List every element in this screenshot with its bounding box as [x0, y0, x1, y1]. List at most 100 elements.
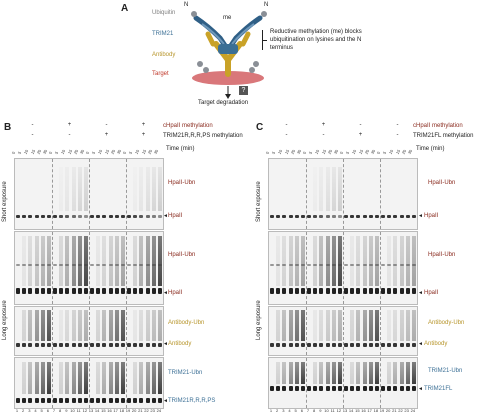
- c-trim21-band: [288, 386, 293, 391]
- c-antibody-band: [294, 343, 299, 347]
- c-antibody-band: [344, 343, 349, 347]
- b-lane: [151, 358, 157, 408]
- b-antibody-band: [40, 343, 45, 347]
- c-antibody-band: [313, 343, 318, 347]
- b-lane: [95, 232, 101, 304]
- panel-c-time-label: Time (min): [416, 146, 445, 152]
- c-lane: [362, 159, 368, 229]
- panel-b-antibody: Antibody: [168, 341, 192, 347]
- c-substrate-band: [331, 288, 336, 294]
- c-row1-sign: -: [359, 122, 362, 128]
- c-substrate-band: [368, 215, 373, 218]
- b-substrate-band: [108, 288, 113, 294]
- b-antibody-band: [114, 343, 119, 347]
- c-antibody-band: [307, 343, 312, 347]
- b-substrate-band: [151, 215, 156, 218]
- b-lane: [34, 232, 40, 304]
- c-trim21-band: [300, 386, 305, 391]
- b-ub-smear: [46, 362, 51, 394]
- c-substrate-band: [270, 215, 275, 218]
- c-trim21-band: [294, 386, 299, 391]
- b-ub-smear: [139, 362, 144, 394]
- panel-c-hpaii-ub-long: HpaII-Ubn: [428, 252, 456, 258]
- b-lane: [83, 232, 89, 304]
- c-lane: [405, 159, 411, 229]
- c-lane-number: 7: [306, 408, 310, 413]
- b-lane-separator: [126, 307, 127, 355]
- c-background-band: [356, 264, 361, 266]
- b-lane-separator: [89, 159, 90, 229]
- c-lane: [337, 159, 343, 229]
- c-time-tick: 0: [338, 150, 345, 155]
- b-lane-number: 11: [76, 408, 81, 413]
- c-substrate-band: [344, 215, 349, 218]
- b-ub-smear: [145, 167, 150, 211]
- c-trim21-band: [393, 386, 398, 391]
- b-lane-number: 12: [82, 408, 88, 413]
- c-trim21-band: [276, 386, 281, 391]
- c-lane: [312, 232, 318, 304]
- b-substrate-band: [16, 215, 21, 218]
- b-lane: [21, 232, 27, 304]
- c-lane-number: 23: [404, 408, 409, 413]
- c-background-band: [362, 264, 367, 266]
- c-lane: [411, 159, 417, 229]
- b-lane: [89, 159, 95, 229]
- c-substrate-band: [374, 215, 379, 218]
- c-lane: [386, 232, 392, 304]
- c-lane: [380, 232, 386, 304]
- panel-b-row1-signs: - + - +: [0, 122, 240, 130]
- b-lane: [46, 358, 52, 408]
- c-lane: [281, 159, 287, 229]
- c-ub-smear: [313, 167, 318, 211]
- c-antibody-band: [374, 343, 379, 347]
- c-substrate-band: [282, 288, 287, 294]
- b-ub-smear: [71, 167, 76, 211]
- b-antibody-band: [16, 343, 21, 347]
- b-trim21-band: [83, 398, 88, 403]
- c-lane: [331, 307, 337, 355]
- c-time-tick: 5: [270, 150, 277, 155]
- b-lane-number: 13: [88, 408, 94, 413]
- c-trim21-band: [381, 386, 386, 391]
- c-ub-smear: [393, 362, 398, 384]
- c-substrate-band: [276, 288, 281, 294]
- b-lane: [126, 358, 132, 408]
- b-substrate-band: [16, 288, 21, 294]
- c-lane-number: 1: [269, 408, 273, 413]
- c-ub-smear: [294, 362, 299, 384]
- c-lane-number: 8: [313, 408, 316, 413]
- b-lane: [64, 159, 70, 229]
- b-substrate-band: [83, 215, 88, 218]
- b-ub-smear: [34, 310, 39, 341]
- b-ub-smear: [120, 310, 125, 341]
- b-ub-smear: [108, 236, 113, 286]
- b-lane: [114, 232, 120, 304]
- b-lane: [157, 358, 163, 408]
- b-lane: [15, 358, 21, 408]
- c-antibody-band: [276, 343, 281, 347]
- c-ub-smear: [319, 310, 324, 341]
- b-ub-smear: [77, 362, 82, 394]
- c-lane-separator: [343, 358, 344, 408]
- b-lane: [27, 232, 33, 304]
- b-lane-number: 23: [150, 408, 155, 413]
- c-substrate-band: [350, 288, 355, 294]
- b-lane: [77, 232, 83, 304]
- b-lane: [15, 232, 21, 304]
- c-lane-number: 15: [355, 408, 360, 413]
- b-lane: [64, 232, 70, 304]
- c-lane: [392, 307, 398, 355]
- b-ub-smear: [83, 310, 88, 341]
- b-background-band: [40, 264, 45, 266]
- b-lane: [151, 159, 157, 229]
- c-lane: [281, 358, 287, 408]
- c-substrate-band: [294, 288, 299, 294]
- b-ub-smear: [59, 236, 64, 286]
- c-lane: [392, 159, 398, 229]
- c-substrate-band: [325, 288, 330, 294]
- b-trim21-band: [108, 398, 113, 403]
- b-background-band: [71, 264, 76, 266]
- c-ub-smear: [319, 362, 324, 384]
- c-lane: [300, 232, 306, 304]
